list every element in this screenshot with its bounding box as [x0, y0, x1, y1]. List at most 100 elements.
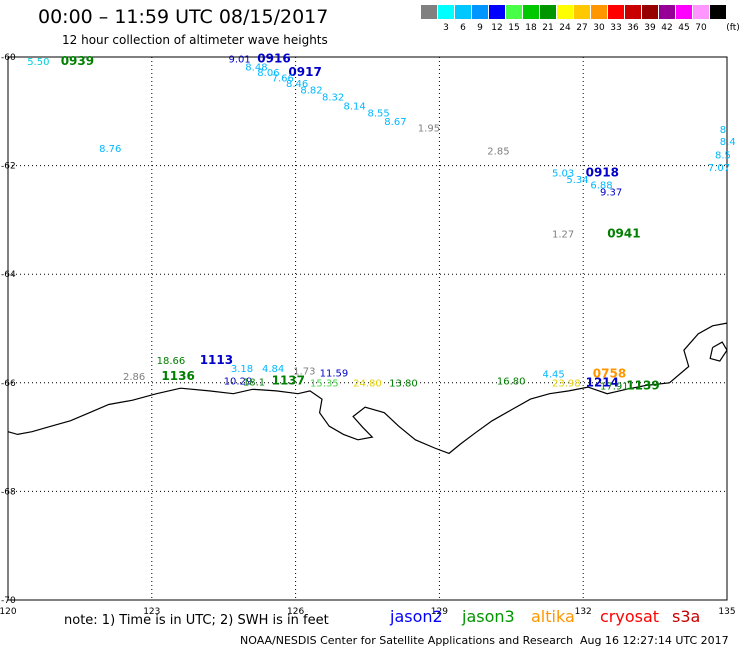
- wave-height-label: 7.66: [272, 73, 294, 84]
- wave-height-label: 18.66: [157, 356, 186, 367]
- color-scale-label: 70: [695, 23, 707, 33]
- footer-credit: NOAA/NESDIS Center for Satellite Applica…: [240, 634, 574, 647]
- color-scale-label: 30: [593, 23, 605, 33]
- wave-height-label: 8.55: [368, 109, 390, 120]
- color-scale-swatch: [625, 5, 641, 19]
- wave-height-label: 8.14: [344, 102, 366, 113]
- wave-height-label: 4.45: [543, 369, 565, 380]
- wave-height-label: 5.34: [566, 175, 588, 186]
- color-scale-label: 21: [542, 23, 554, 33]
- color-scale-label: 12: [491, 23, 503, 33]
- color-scale-swatch: [455, 5, 471, 19]
- color-scale-label: 27: [576, 23, 588, 33]
- color-scale-label: 9: [477, 23, 483, 33]
- wave-height-label: 1137: [272, 373, 305, 387]
- lat-tick-label: -62: [1, 162, 16, 172]
- wave-height-label: 8.5: [715, 151, 731, 162]
- lat-tick-label: -68: [1, 487, 16, 497]
- wave-height-label: 0758: [593, 366, 626, 380]
- color-scale-label: 24: [559, 23, 571, 33]
- wave-height-label: 0917: [288, 65, 321, 79]
- wave-height-label: 17.91: [600, 381, 629, 392]
- color-scale-swatch: [676, 5, 692, 19]
- color-scale-swatch: [642, 5, 658, 19]
- color-scale-swatch: [693, 5, 709, 19]
- wave-height-label: 8.48: [245, 63, 267, 74]
- wave-height-label: 8.4: [720, 137, 736, 148]
- color-scale-swatch: [540, 5, 556, 19]
- wave-height-label: 10.29: [224, 376, 253, 387]
- footer-note: note: 1) Time is in UTC; 2) SWH is in fe…: [64, 613, 329, 628]
- lat-tick-label: -64: [1, 270, 16, 280]
- wave-height-label: 4.84: [262, 364, 284, 375]
- mission-legend-item: jason3: [462, 607, 515, 626]
- wave-height-label: 8.06: [257, 68, 279, 79]
- color-scale-label: 36: [627, 23, 639, 33]
- color-scale-swatch: [557, 5, 573, 19]
- lon-tick-label: 120: [0, 607, 17, 617]
- wave-height-label: 18.1: [243, 378, 265, 389]
- wave-height-label: 2.85: [487, 147, 509, 158]
- wave-height-label: 8.76: [99, 144, 121, 155]
- wave-height-label: 9.37: [600, 188, 622, 199]
- mission-legend-item: cryosat: [600, 607, 660, 626]
- wave-height-label: 1214: [586, 376, 619, 390]
- color-scale-label: 3: [443, 23, 449, 33]
- color-scale-swatch: [489, 5, 505, 19]
- wave-height-label: 1136: [161, 369, 194, 383]
- wave-height-label: 8.67: [384, 117, 406, 128]
- color-scale-label: 39: [644, 23, 656, 33]
- lat-tick-label: -66: [1, 379, 16, 389]
- wave-height-label: 8.32: [322, 92, 344, 103]
- wave-height-label: 0916: [257, 51, 290, 65]
- color-scale-label: 18: [525, 23, 537, 33]
- footer-timestamp: Aug 16 12:27:14 UTC 2017: [580, 634, 729, 647]
- color-scale-label: 15: [508, 23, 520, 33]
- color-scale-label: 42: [661, 23, 673, 33]
- wave-height-label: 8.82: [300, 85, 322, 96]
- mission-legend-item: s3a: [672, 607, 701, 626]
- lon-tick-label: 135: [718, 607, 735, 617]
- wave-height-label: 8.46: [286, 79, 308, 90]
- wave-height-label: 1.95: [418, 123, 440, 134]
- wave-height-label: 7.07: [708, 163, 730, 174]
- color-scale-swatch: [421, 5, 437, 19]
- wave-height-label: 13.80: [389, 379, 418, 390]
- color-scale-unit: (ft): [726, 23, 740, 33]
- wave-height-label: 5.03: [552, 169, 574, 180]
- wave-height-label: 0918: [586, 166, 619, 180]
- wave-height-label: 1.27: [552, 229, 574, 240]
- wave-height-label: 1113: [200, 353, 233, 367]
- color-scale-swatch: [608, 5, 624, 19]
- lon-tick-label: 129: [431, 607, 448, 617]
- color-scale-swatch: [591, 5, 607, 19]
- color-scale-swatch: [506, 5, 522, 19]
- map-frame: [7, 56, 728, 601]
- coastline-island: [709, 341, 728, 362]
- color-scale-label: 6: [460, 23, 466, 33]
- color-scale-label: 33: [610, 23, 622, 33]
- color-scale-swatch: [574, 5, 590, 19]
- wave-height-label: 1139: [626, 378, 659, 392]
- wave-height-label: 16.80: [497, 376, 526, 387]
- wave-height-label: 2.86: [123, 372, 145, 383]
- color-scale-swatch: [659, 5, 675, 19]
- lon-tick-label: 132: [575, 607, 592, 617]
- lon-tick-label: 123: [143, 607, 160, 617]
- lat-tick-label: -70: [1, 596, 16, 606]
- wave-height-label: 0939: [61, 54, 94, 68]
- wave-height-label: 11.59: [320, 368, 349, 379]
- color-scale-swatch: [523, 5, 539, 19]
- mission-legend-item: jason2: [390, 607, 443, 626]
- wave-height-label: 5.50: [27, 57, 49, 68]
- wave-height-label: 23.98: [552, 379, 581, 390]
- wave-height-label: 1.73: [293, 367, 315, 378]
- wave-height-label: 24.80: [353, 379, 382, 390]
- wave-height-label: 8: [720, 125, 726, 136]
- wave-height-label: 9.01: [229, 54, 251, 65]
- coastline: [7, 322, 728, 455]
- color-scale-swatch: [710, 5, 726, 19]
- color-scale-swatch: [472, 5, 488, 19]
- mission-legend-item: altika: [531, 607, 575, 626]
